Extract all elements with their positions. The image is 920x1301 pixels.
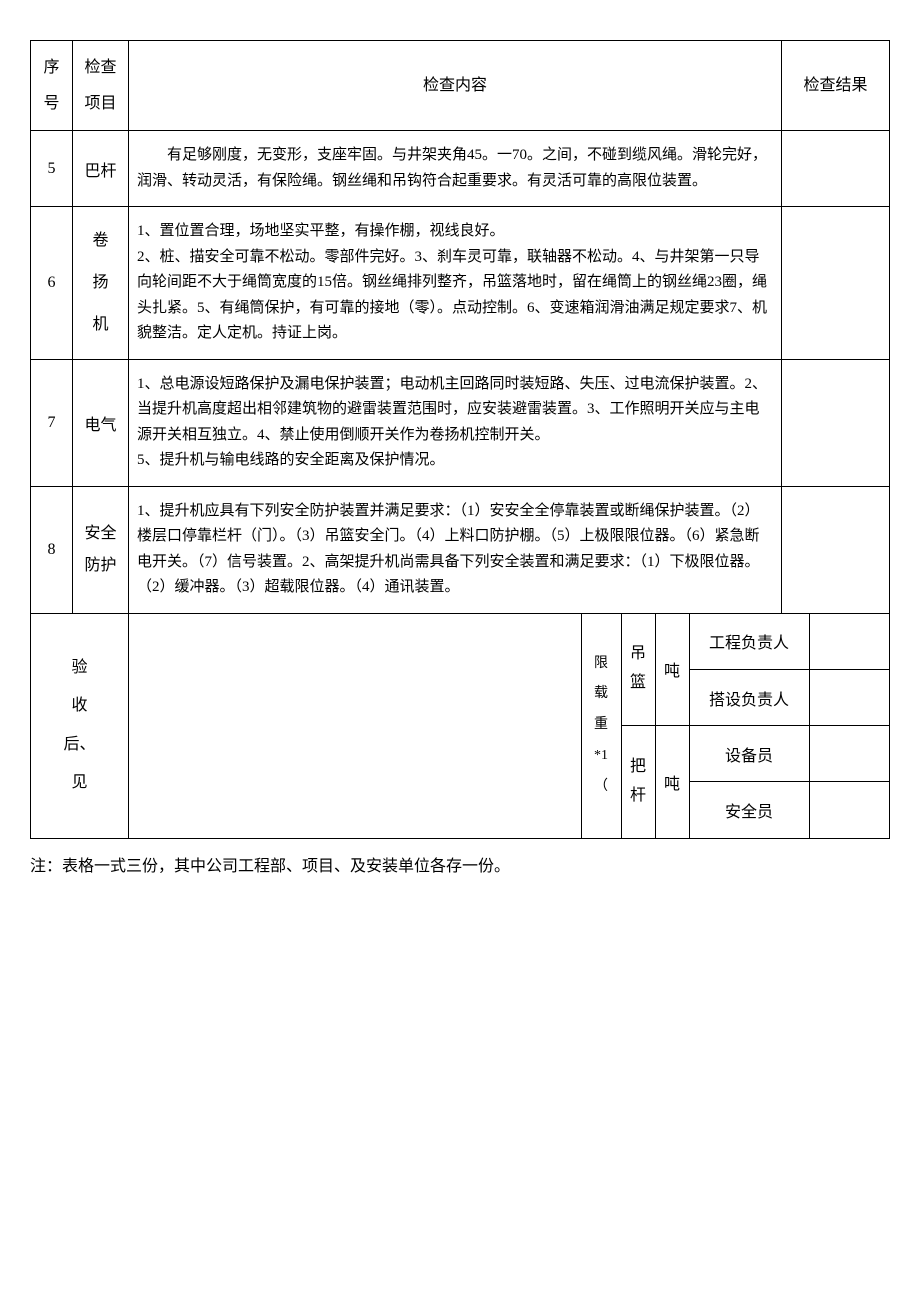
content-cell: 1、置位置合理，场地坚实平整，有操作棚，视线良好。2、桩、描安全可靠不松动。零部… — [129, 207, 782, 360]
content-cell: 有足够刚度，无变形，支座牢固。与井架夹角45。一70。之间，不碰到缆风绳。滑轮完… — [129, 131, 782, 207]
result-cell — [782, 207, 890, 360]
sig2-label: 搭设负责人 — [689, 670, 809, 726]
footer-nested-table: 限载重*1（ 吊篮 吨 工程负责人 搭设负责人 把杆 吨 设备员 — [129, 614, 889, 838]
sig4-value — [809, 782, 889, 838]
opinion-blank-cell — [129, 614, 581, 838]
sig3-label: 设备员 — [689, 726, 809, 782]
diaolan-cell: 吊篮 — [621, 614, 655, 726]
table-header-row: 序号 检查项目 检查内容 检查结果 — [31, 41, 890, 131]
bagan-cell: 把杆 — [621, 726, 655, 838]
header-item: 检查项目 — [73, 41, 129, 131]
item-cell: 卷扬机 — [73, 207, 129, 360]
opinion-label-cell: 验收后、见 — [31, 613, 129, 838]
item-cell: 巴杆 — [73, 131, 129, 207]
seq-cell: 8 — [31, 486, 73, 613]
header-content: 检查内容 — [129, 41, 782, 131]
content-text-main: 1、总电源设短路保护及漏电保护装置；电动机主回路同时装短路、失压、过电流保护装置… — [137, 376, 767, 469]
sig1-value — [809, 614, 889, 670]
footnote: 注：表格一式三份，其中公司工程部、项目、及安装单位各存一份。 — [30, 853, 890, 882]
seq-cell: 7 — [31, 359, 73, 486]
table-row: 6 卷扬机 1、置位置合理，场地坚实平整，有操作棚，视线良好。2、桩、描安全可靠… — [31, 207, 890, 360]
result-cell — [782, 486, 890, 613]
seq-cell: 5 — [31, 131, 73, 207]
result-cell — [782, 131, 890, 207]
content-cell: 1、提升机应具有下列安全防护装置并满足要求：（1）安安全全停靠装置或断绳保护装置… — [129, 486, 782, 613]
content-cell: 1、总电源设短路保护及漏电保护装置；电动机主回路同时装短路、失压、过电流保护装置… — [129, 359, 782, 486]
table-row: 7 电气 1、总电源设短路保护及漏电保护装置；电动机主回路同时装短路、失压、过电… — [31, 359, 890, 486]
unit-cell-2: 吨 — [655, 726, 689, 838]
xz-label-cell: 限载重*1（ — [581, 614, 621, 838]
sig3-value — [809, 726, 889, 782]
seq-cell: 6 — [31, 207, 73, 360]
table-row: 8 安全防护 1、提升机应具有下列安全防护装置并满足要求：（1）安安全全停靠装置… — [31, 486, 890, 613]
item-cell: 电气 — [73, 359, 129, 486]
sig1-label: 工程负责人 — [689, 614, 809, 670]
sig2-value — [809, 670, 889, 726]
header-seq: 序号 — [31, 41, 73, 131]
table-row: 5 巴杆 有足够刚度，无变形，支座牢固。与井架夹角45。一70。之间，不碰到缆风… — [31, 131, 890, 207]
result-cell — [782, 359, 890, 486]
unit-cell: 吨 — [655, 614, 689, 726]
item-cell: 安全防护 — [73, 486, 129, 613]
inspection-table: 序号 检查项目 检查内容 检查结果 5 巴杆 有足够刚度，无变形，支座牢固。与井… — [30, 40, 890, 839]
header-result: 检查结果 — [782, 41, 890, 131]
sig4-label: 安全员 — [689, 782, 809, 838]
